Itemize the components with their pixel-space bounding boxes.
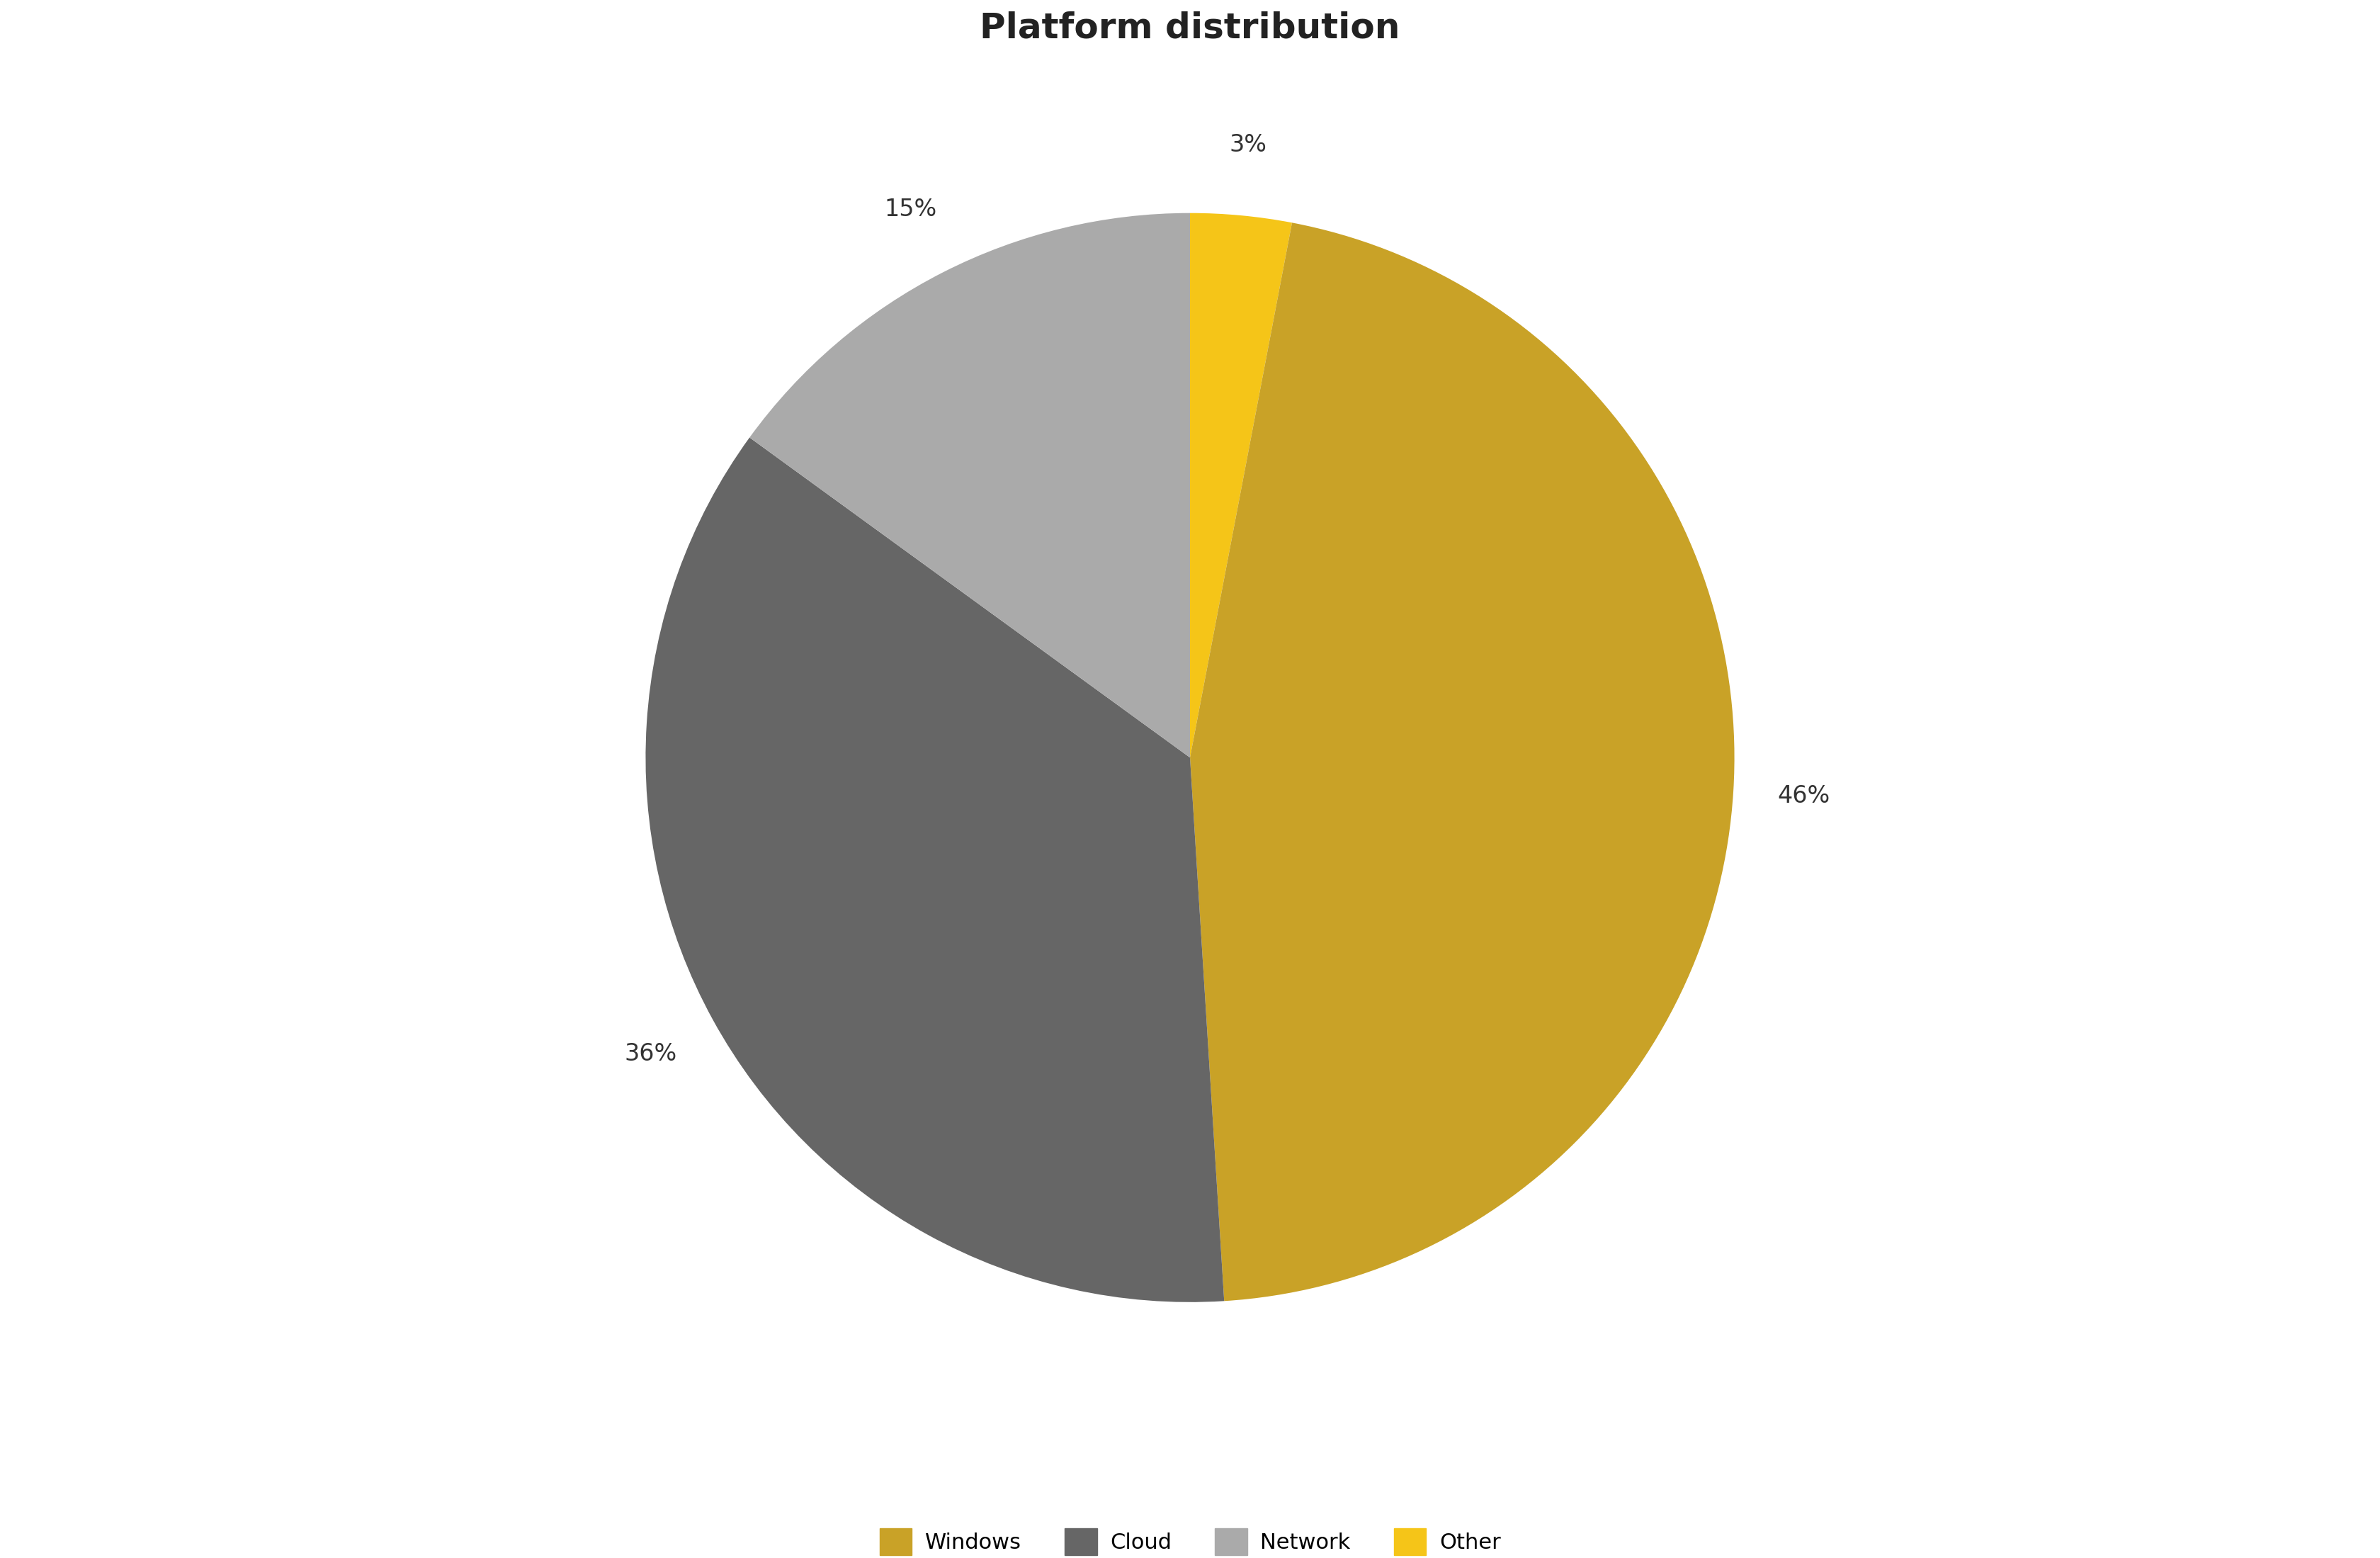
Wedge shape	[1190, 213, 1292, 757]
Text: 46%: 46%	[1778, 785, 1830, 809]
Wedge shape	[645, 438, 1223, 1302]
Text: 3%: 3%	[1228, 134, 1266, 157]
Title: Platform distribution: Platform distribution	[981, 11, 1399, 45]
Text: 15%: 15%	[885, 198, 938, 221]
Text: 36%: 36%	[624, 1042, 678, 1066]
Wedge shape	[1190, 223, 1735, 1301]
Legend: Windows, Cloud, Network, Other: Windows, Cloud, Network, Other	[871, 1519, 1509, 1558]
Wedge shape	[750, 213, 1190, 757]
